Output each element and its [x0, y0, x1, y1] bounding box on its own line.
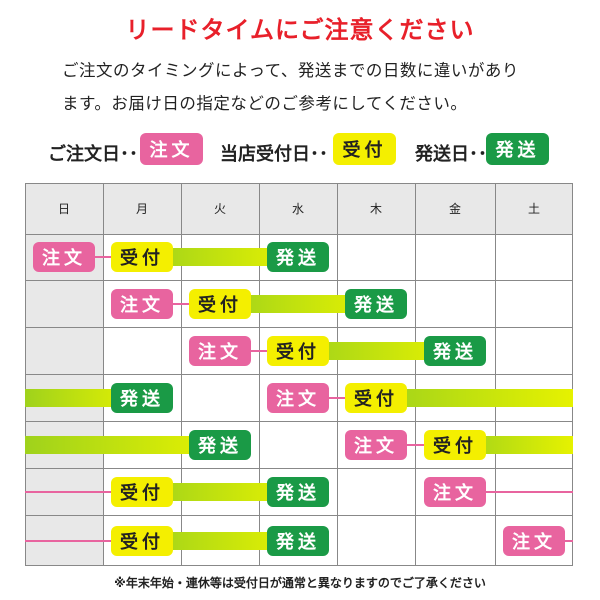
ship-badge: 発送 — [111, 382, 173, 413]
grid-hline-4 — [25, 421, 573, 422]
receive-ship-bar-wrap — [25, 435, 220, 454]
order-badge: 注文 — [267, 382, 329, 413]
day-header-0: 日 — [25, 183, 103, 234]
ship-badge: 発送 — [189, 429, 251, 460]
order-badge: 注文 — [189, 335, 251, 366]
receive-badge: 受付 — [111, 525, 173, 556]
order-badge: 注文 — [424, 476, 486, 507]
day-header-1: 月 — [103, 183, 181, 234]
legend-ship-label: 発送日･･ — [415, 144, 487, 165]
ship-badge: 発送 — [267, 242, 329, 272]
order-receive-connector — [173, 302, 189, 305]
order-badge: 注文 — [33, 242, 95, 272]
receive-ship-bar — [220, 294, 376, 313]
footnote: ※年末年始・連休等は受付日が通常と異なりますのでご了承ください — [114, 576, 486, 590]
receive-ship-bar — [142, 531, 298, 550]
ship-badge: 発送 — [267, 476, 329, 507]
ship-badge: 発送 — [424, 335, 486, 366]
grid-hline-1 — [25, 280, 573, 281]
order-receive-connector — [486, 490, 573, 493]
legend-receive-label: 当店受付日･･ — [220, 144, 328, 165]
receive-badge: 受付 — [189, 288, 251, 319]
description-line-2: ます。お届け日の指定などのご参考にしてください。 — [62, 94, 468, 113]
receive-ship-bar — [142, 482, 298, 501]
day-header-4: 木 — [337, 183, 415, 234]
receive-ship-bar — [298, 341, 455, 360]
order-receive-connector-wrap — [25, 539, 111, 542]
order-receive-connector — [407, 443, 424, 446]
order-receive-connector-wrap — [25, 490, 111, 493]
day-header-3: 水 — [259, 183, 337, 234]
grid-hline-6 — [25, 515, 573, 516]
grid-hline-3 — [25, 374, 573, 375]
order-receive-connector — [251, 349, 267, 352]
receive-ship-bar — [376, 388, 573, 407]
legend-order-label: ご注文日･･ — [48, 144, 138, 165]
grid-hline-2 — [25, 327, 573, 328]
day-header-2: 火 — [181, 183, 259, 234]
order-badge: 注文 — [111, 288, 173, 319]
day-header-6: 土 — [495, 183, 573, 234]
legend-order-badge: 注文 — [140, 133, 203, 165]
receive-badge: 受付 — [267, 335, 329, 366]
day-header-5: 金 — [415, 183, 495, 234]
legend-ship-badge: 発送 — [486, 133, 549, 165]
receive-badge: 受付 — [111, 476, 173, 507]
order-badge: 注文 — [345, 429, 407, 460]
grid-hline-0 — [25, 234, 573, 235]
ship-badge: 発送 — [267, 525, 329, 556]
receive-ship-bar — [142, 248, 298, 266]
order-badge: 注文 — [503, 525, 565, 556]
description-line-1: ご注文のタイミングによって、発送までの日数に違いがあり — [62, 61, 519, 80]
legend-receive-badge: 受付 — [333, 133, 396, 165]
order-receive-connector — [565, 539, 573, 542]
receive-badge: 受付 — [111, 242, 173, 272]
order-receive-connector — [329, 396, 345, 399]
receive-badge: 受付 — [345, 382, 407, 413]
order-receive-connector — [95, 256, 111, 258]
receive-badge: 受付 — [424, 429, 486, 460]
page-title: リードタイムにご注意ください — [125, 16, 475, 44]
grid-hline-5 — [25, 468, 573, 469]
ship-badge: 発送 — [345, 288, 407, 319]
